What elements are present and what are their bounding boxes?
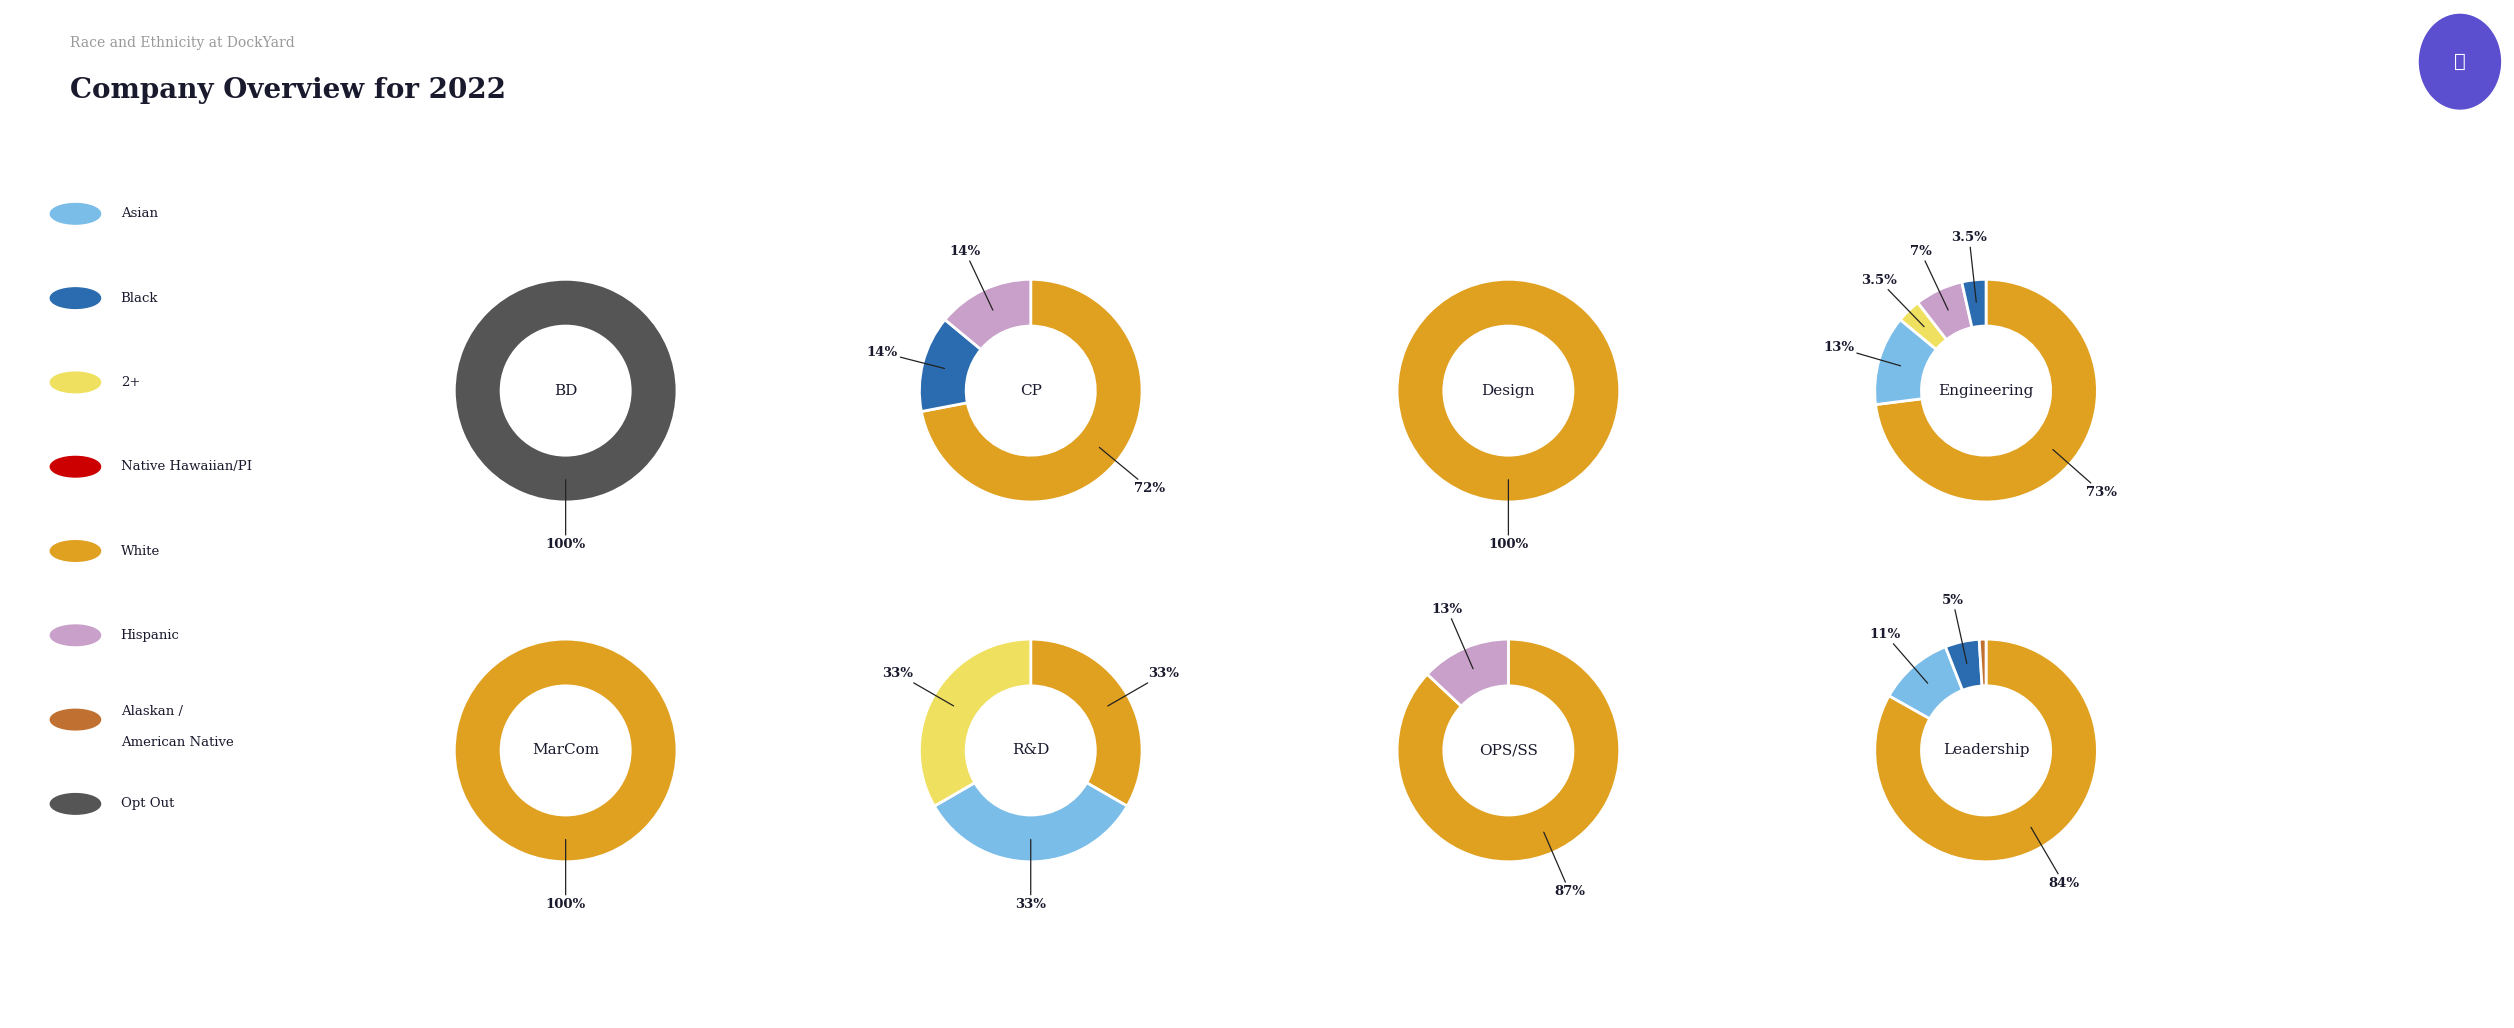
Text: Design: Design	[1481, 383, 1536, 398]
Text: Native Hawaiian/PI: Native Hawaiian/PI	[121, 461, 251, 473]
Text: R&D: R&D	[1013, 743, 1048, 758]
Text: White: White	[121, 545, 161, 557]
Text: MarCom: MarCom	[533, 743, 598, 758]
Text: 13%: 13%	[1433, 603, 1473, 668]
Wedge shape	[920, 280, 1141, 502]
Text: 87%: 87%	[1544, 833, 1584, 897]
Text: Company Overview for 2022: Company Overview for 2022	[70, 77, 505, 104]
Text: 7%: 7%	[1911, 245, 1948, 310]
Text: Alaskan /: Alaskan /	[121, 705, 184, 718]
Text: 73%: 73%	[2054, 449, 2117, 499]
Wedge shape	[1398, 639, 1619, 861]
Text: 84%: 84%	[2031, 828, 2079, 889]
Text: CP: CP	[1021, 383, 1041, 398]
Wedge shape	[1398, 280, 1619, 502]
Text: Hispanic: Hispanic	[121, 629, 178, 641]
Text: 100%: 100%	[546, 480, 586, 551]
Wedge shape	[1031, 639, 1141, 806]
Text: Leadership: Leadership	[1943, 743, 2029, 758]
Wedge shape	[920, 639, 1031, 806]
Text: Engineering: Engineering	[1938, 383, 2034, 398]
Wedge shape	[920, 320, 980, 411]
Text: 100%: 100%	[1488, 480, 1529, 551]
Text: 2+: 2+	[121, 376, 141, 389]
Text: BD: BD	[553, 383, 578, 398]
Text: 11%: 11%	[1870, 628, 1928, 684]
Text: 3.5%: 3.5%	[1951, 231, 1986, 302]
Wedge shape	[455, 280, 676, 502]
Text: 33%: 33%	[882, 667, 953, 706]
Wedge shape	[1888, 647, 1963, 719]
Wedge shape	[935, 782, 1126, 861]
Text: 72%: 72%	[1099, 447, 1164, 495]
Text: Opt Out: Opt Out	[121, 798, 173, 810]
Wedge shape	[1875, 320, 1936, 405]
Wedge shape	[455, 639, 676, 861]
Wedge shape	[945, 280, 1031, 350]
Text: American Native: American Native	[121, 736, 234, 748]
Text: 13%: 13%	[1823, 341, 1901, 366]
Text: Black: Black	[121, 292, 158, 304]
Text: 5%: 5%	[1941, 594, 1966, 663]
Text: OPS/SS: OPS/SS	[1478, 743, 1539, 758]
Text: 3.5%: 3.5%	[1860, 273, 1923, 327]
Wedge shape	[1979, 639, 1986, 686]
Wedge shape	[1875, 280, 2097, 502]
Text: 14%: 14%	[867, 346, 945, 368]
Text: 100%: 100%	[546, 840, 586, 911]
Text: 33%: 33%	[1109, 667, 1179, 706]
Circle shape	[2418, 14, 2501, 109]
Text: 🎧: 🎧	[2454, 52, 2466, 71]
Wedge shape	[1875, 639, 2097, 861]
Wedge shape	[1946, 639, 1981, 691]
Wedge shape	[1901, 302, 1946, 350]
Text: 14%: 14%	[950, 245, 993, 310]
Wedge shape	[1428, 639, 1508, 706]
Text: Race and Ethnicity at DockYard: Race and Ethnicity at DockYard	[70, 36, 294, 50]
Text: Asian: Asian	[121, 208, 158, 220]
Text: 33%: 33%	[1016, 840, 1046, 911]
Wedge shape	[1961, 280, 1986, 328]
Wedge shape	[1918, 282, 1971, 339]
